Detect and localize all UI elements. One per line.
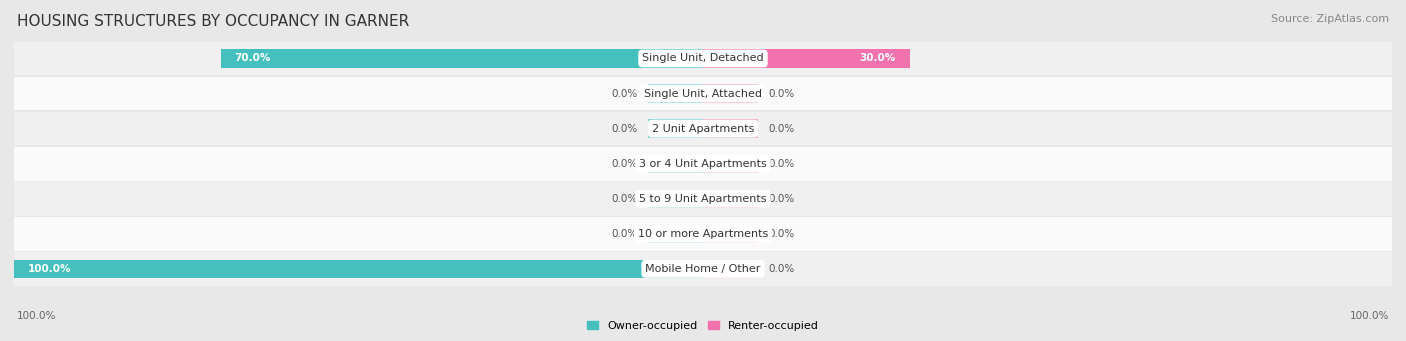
Text: 100.0%: 100.0% <box>28 264 72 274</box>
Text: 10 or more Apartments: 10 or more Apartments <box>638 229 768 239</box>
Bar <box>703 49 910 68</box>
Text: 0.0%: 0.0% <box>769 194 794 204</box>
Text: 100.0%: 100.0% <box>17 311 56 321</box>
Text: 0.0%: 0.0% <box>612 194 637 204</box>
Bar <box>14 182 1392 216</box>
Bar <box>14 147 1392 180</box>
Text: 0.0%: 0.0% <box>612 123 637 134</box>
Bar <box>703 154 758 173</box>
Text: 0.0%: 0.0% <box>769 89 794 99</box>
Bar <box>14 42 1392 75</box>
Text: Source: ZipAtlas.com: Source: ZipAtlas.com <box>1271 14 1389 24</box>
Bar <box>221 49 703 68</box>
Bar <box>14 77 1392 110</box>
Bar <box>648 225 703 243</box>
Bar <box>14 112 1392 146</box>
Bar <box>14 260 703 278</box>
Text: 0.0%: 0.0% <box>769 229 794 239</box>
Bar <box>703 190 758 208</box>
Text: 3 or 4 Unit Apartments: 3 or 4 Unit Apartments <box>640 159 766 169</box>
Text: 0.0%: 0.0% <box>769 123 794 134</box>
Bar <box>703 260 758 278</box>
Text: 5 to 9 Unit Apartments: 5 to 9 Unit Apartments <box>640 194 766 204</box>
Text: 70.0%: 70.0% <box>235 54 271 63</box>
Bar <box>648 190 703 208</box>
Text: 30.0%: 30.0% <box>859 54 896 63</box>
Legend: Owner-occupied, Renter-occupied: Owner-occupied, Renter-occupied <box>582 316 824 336</box>
Text: HOUSING STRUCTURES BY OCCUPANCY IN GARNER: HOUSING STRUCTURES BY OCCUPANCY IN GARNE… <box>17 14 409 29</box>
Text: Single Unit, Attached: Single Unit, Attached <box>644 89 762 99</box>
Text: 0.0%: 0.0% <box>769 159 794 169</box>
Text: 100.0%: 100.0% <box>1350 311 1389 321</box>
Bar <box>14 252 1392 286</box>
Bar <box>703 119 758 138</box>
Bar <box>648 119 703 138</box>
Text: 0.0%: 0.0% <box>612 89 637 99</box>
Bar <box>648 85 703 103</box>
Text: 0.0%: 0.0% <box>769 264 794 274</box>
Text: Single Unit, Detached: Single Unit, Detached <box>643 54 763 63</box>
Text: 0.0%: 0.0% <box>612 159 637 169</box>
Bar <box>703 85 758 103</box>
Bar <box>703 225 758 243</box>
Text: 0.0%: 0.0% <box>612 229 637 239</box>
Bar <box>14 217 1392 251</box>
Text: 2 Unit Apartments: 2 Unit Apartments <box>652 123 754 134</box>
Text: Mobile Home / Other: Mobile Home / Other <box>645 264 761 274</box>
Bar <box>648 154 703 173</box>
